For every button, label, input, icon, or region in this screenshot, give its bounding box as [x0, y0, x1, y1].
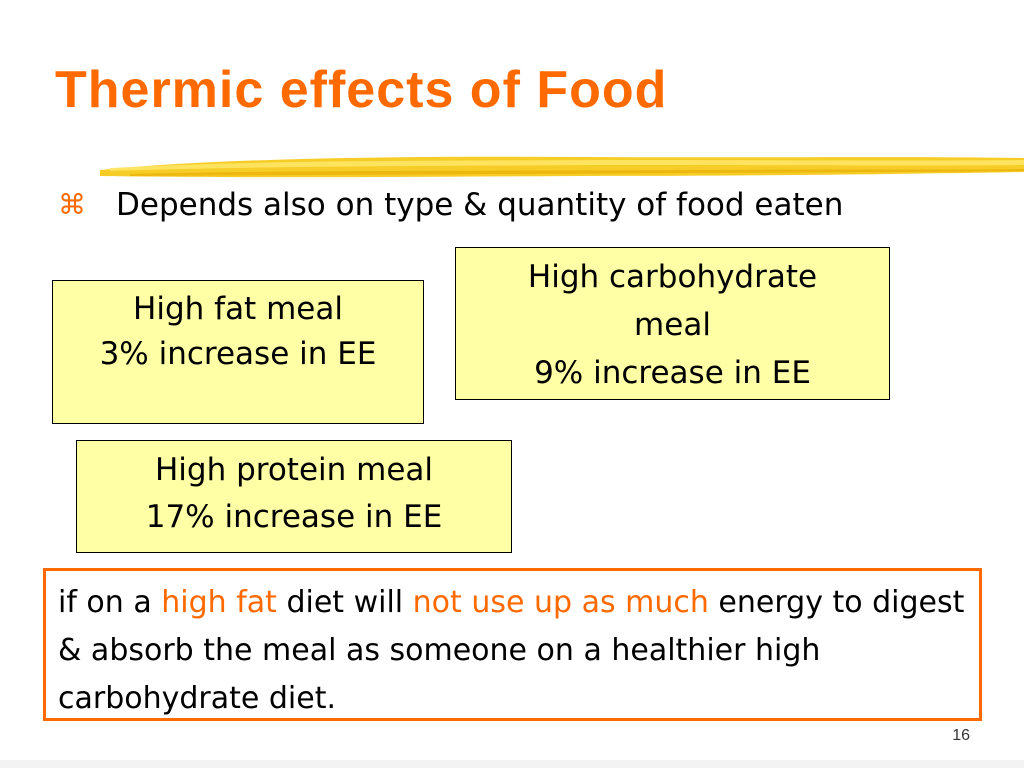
brush-stroke-streak: [130, 169, 1024, 176]
high-protein-meal-value: 17% increase in EE: [145, 499, 443, 535]
command-key-icon: ⌘: [58, 188, 86, 221]
high-carbohydrate-meal-value: 9% increase in EE: [534, 355, 811, 391]
conclusion-note-box: if on a high fat diet will not use up as…: [43, 568, 982, 721]
high-carbohydrate-meal-label-line2: meal: [634, 307, 711, 343]
high-carbohydrate-meal-label-line1: High carbohydrate: [527, 259, 818, 295]
high-fat-meal-box: High fat meal 3% increase in EE: [52, 280, 424, 424]
high-fat-meal-value: 3% increase in EE: [99, 336, 377, 372]
high-fat-meal-label: High fat meal: [133, 291, 343, 327]
brush-stroke-light: [110, 160, 1024, 171]
note-text-part2: diet will: [276, 585, 413, 620]
brush-stroke-divider: [100, 156, 1024, 178]
high-carbohydrate-meal-box: High carbohydrate meal 9% increase in EE: [455, 247, 890, 400]
high-protein-meal-box: High protein meal 17% increase in EE: [76, 440, 512, 553]
note-highlight-high-fat: high fat: [161, 585, 277, 620]
slide-title: Thermic effects of Food: [55, 61, 668, 119]
note-text-part3: energy to digest & absorb the meal as so…: [58, 585, 965, 716]
note-text-part1: if on a: [58, 585, 162, 620]
page-number: 16: [952, 727, 970, 744]
slide-bottom-edge: [0, 760, 1024, 768]
high-protein-meal-label: High protein meal: [154, 452, 434, 488]
bullet-text: Depends also on type & quantity of food …: [116, 187, 844, 223]
note-highlight-not-use-up: not use up as much: [412, 585, 709, 620]
